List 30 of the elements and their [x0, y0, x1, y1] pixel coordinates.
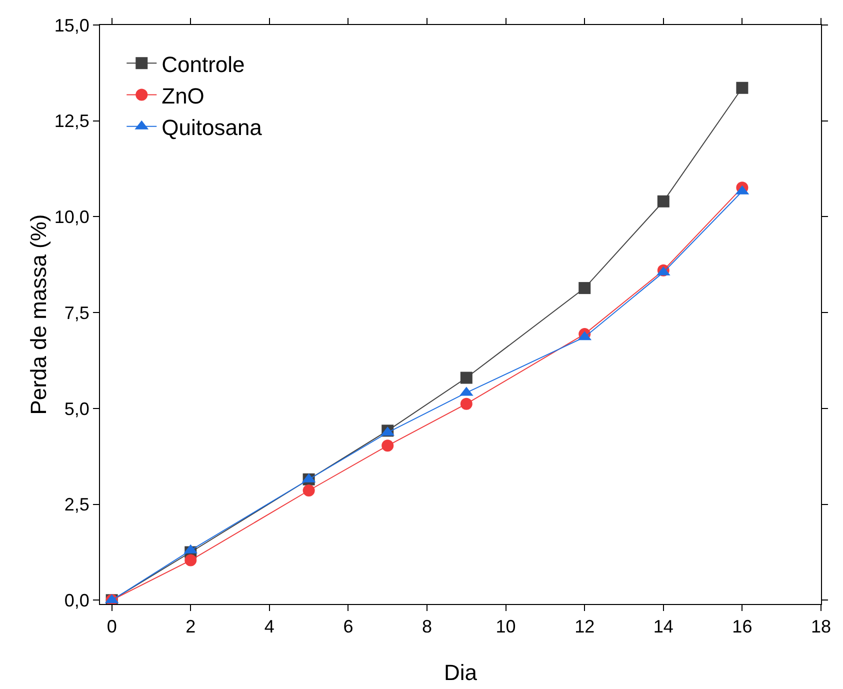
x-tick-label: 4	[264, 616, 274, 637]
x-axis-title: Dia	[444, 660, 478, 685]
y-axis-title: Perda de massa (%)	[26, 214, 51, 415]
point	[184, 554, 197, 566]
point	[460, 372, 472, 384]
y-tick-label: 0,0	[64, 590, 90, 610]
y-tick-label: 10,0	[54, 207, 90, 228]
point	[657, 195, 670, 208]
x-tick-label: 8	[422, 616, 432, 637]
y-tick-label: 2,5	[64, 494, 90, 515]
x-tick-label: 16	[732, 616, 752, 637]
x-tick-label: 10	[496, 616, 516, 637]
point	[382, 440, 394, 452]
x-tick-label: 18	[810, 616, 832, 637]
legend-label: Quitosana	[162, 114, 263, 140]
legend-label: Controle	[162, 52, 245, 77]
point	[302, 484, 315, 496]
legend-label: ZnO	[162, 83, 204, 108]
x-tick-label: 6	[343, 616, 354, 637]
x-tick-label: 2	[186, 616, 196, 637]
y-tick-label: 15,0	[54, 15, 90, 36]
x-tick-label: 0	[106, 616, 117, 637]
y-tick-label: 5,0	[64, 398, 90, 419]
y-tick-label: 12,5	[54, 111, 90, 132]
point	[460, 398, 472, 410]
y-tick-label: 7,5	[64, 302, 90, 323]
point	[736, 82, 748, 94]
x-tick-label: 12	[574, 616, 595, 637]
point	[578, 282, 591, 294]
x-tick-label: 14	[653, 616, 674, 637]
